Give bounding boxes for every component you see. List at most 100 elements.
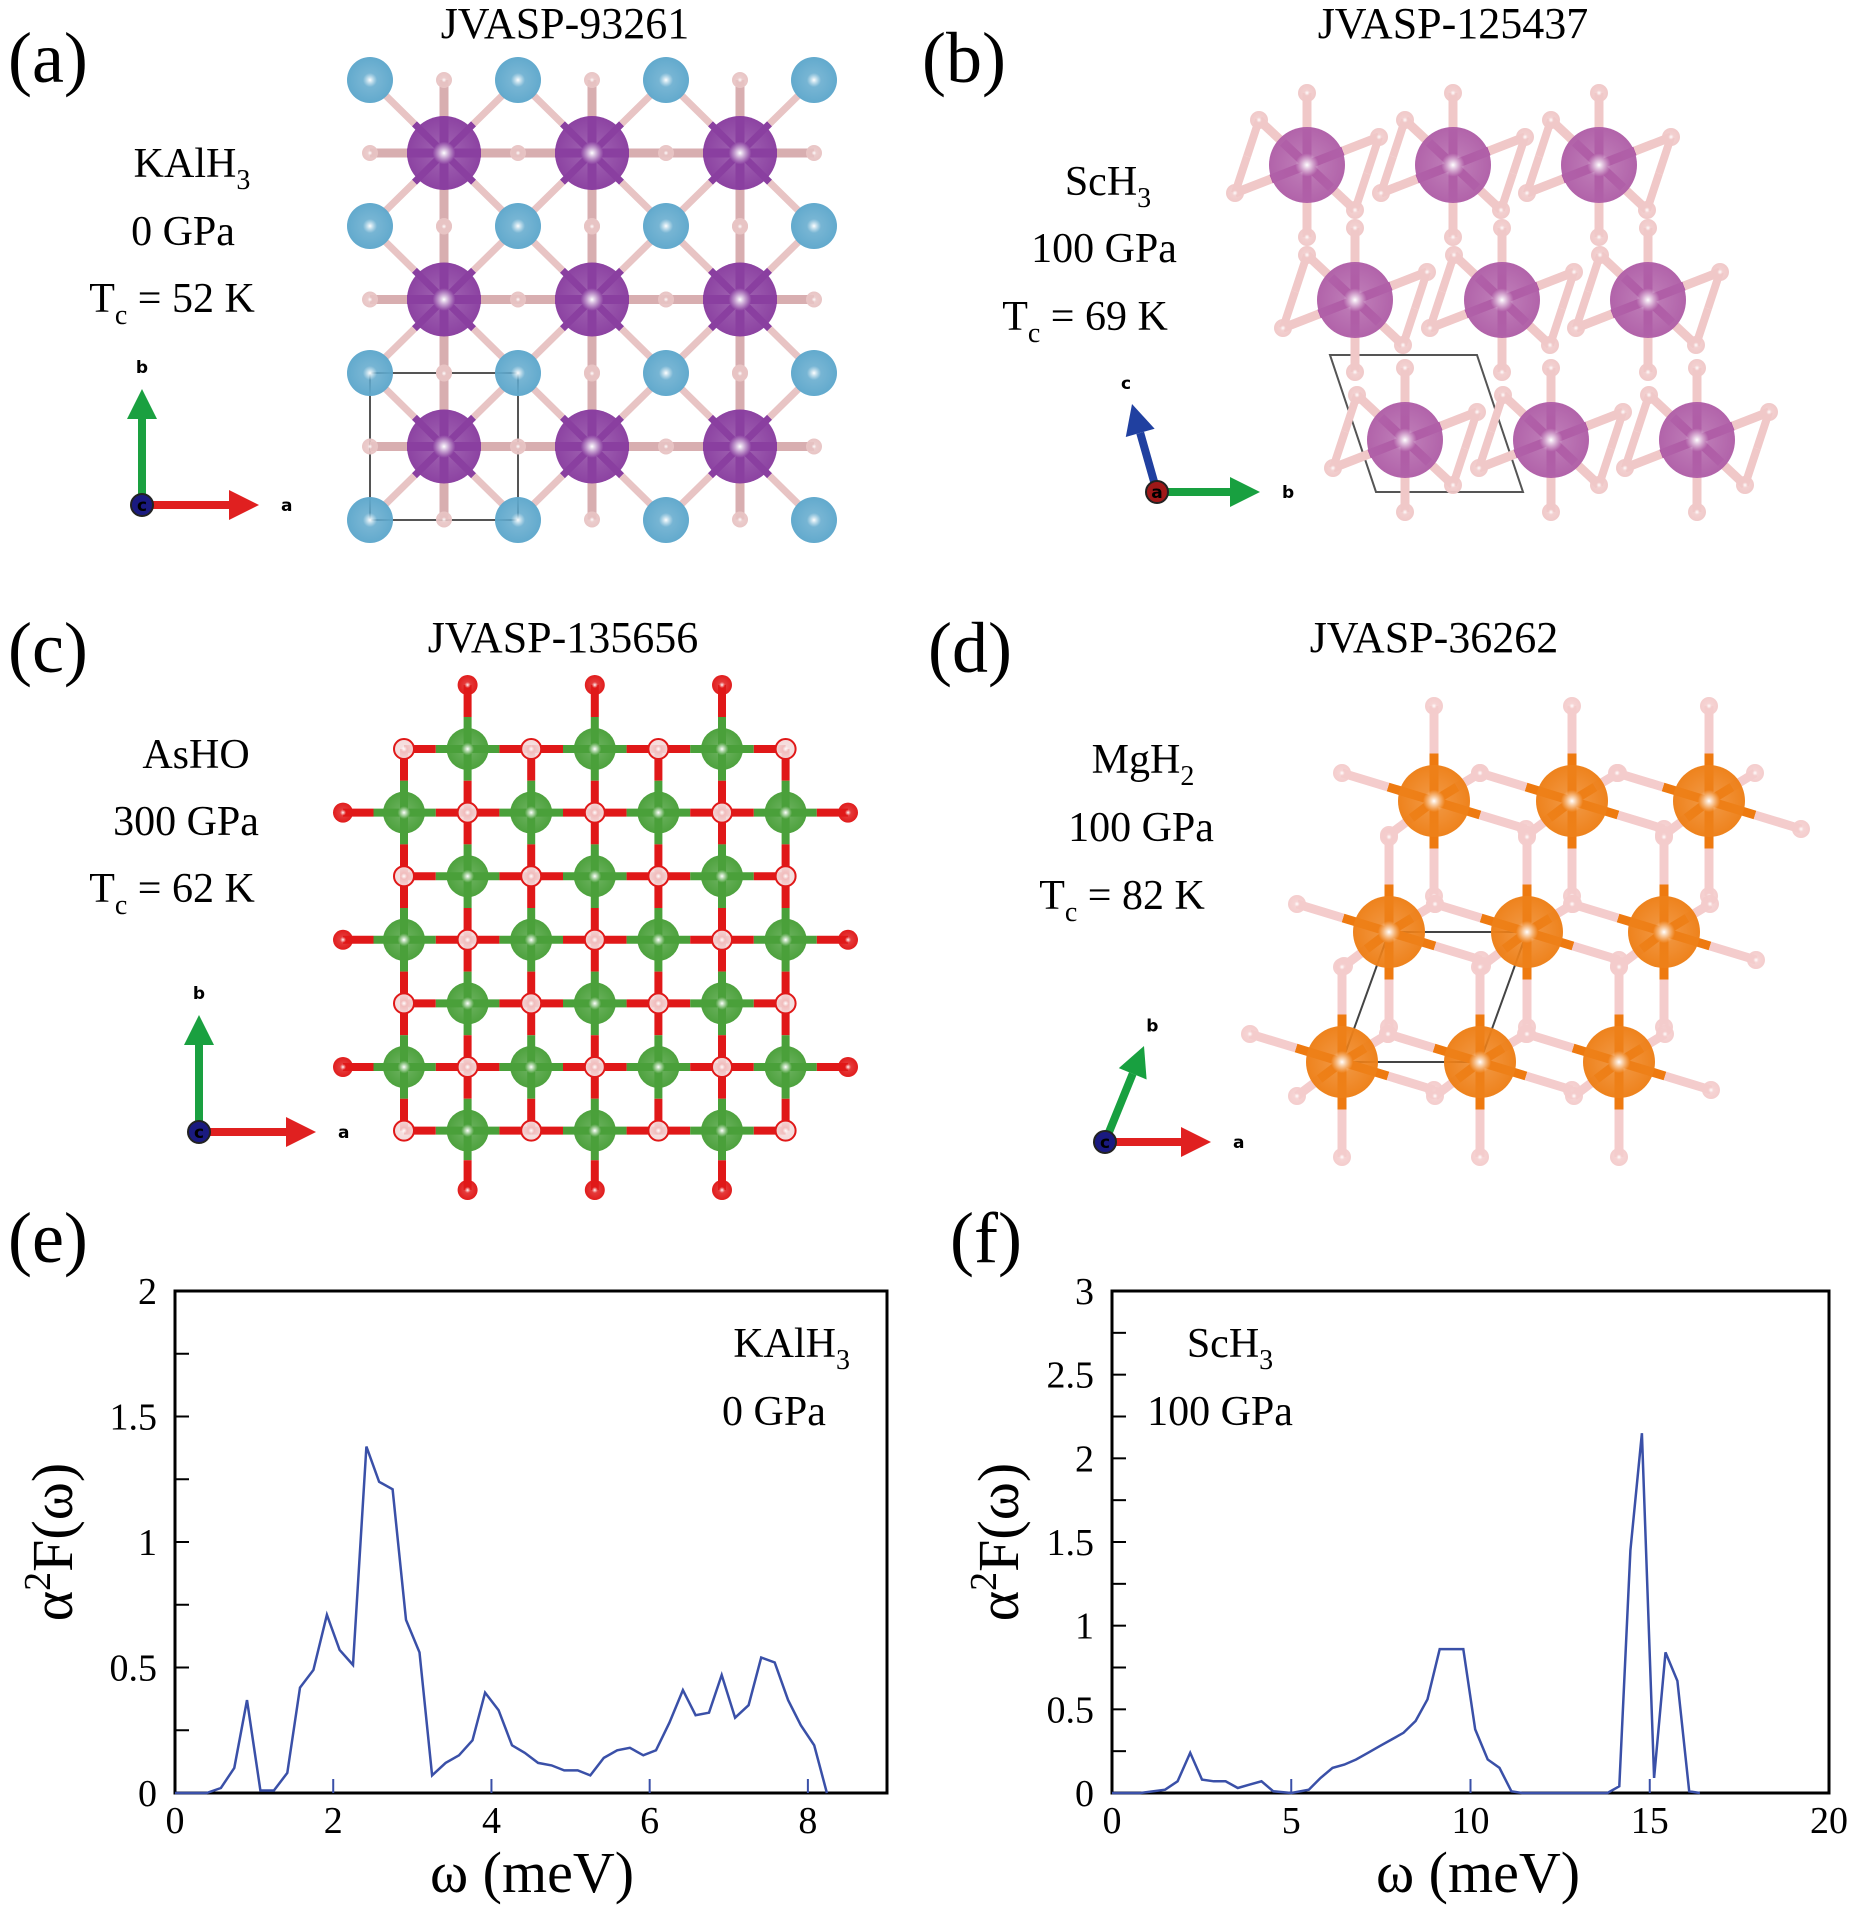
h-atom [1702,1081,1720,1099]
bond [767,179,802,214]
up-axis-arrow-arrowhead [184,1015,214,1045]
bond [471,473,506,508]
as-atom [573,982,616,1025]
y-tick-label: 2.5 [1047,1355,1095,1397]
as-atom [701,855,743,898]
sc-atom [1317,262,1393,338]
formula: MgH2 [1092,737,1195,792]
h-atom [510,291,526,308]
pressure: 300 GPa [113,799,259,845]
h-atom [1563,697,1581,715]
chart-f: (f) 0 0.5 1 1.5 2 2.5 3 0 5 10 15 20 ScH3 100 GPa ω… [950,1198,1848,1905]
as-atom [764,918,807,961]
bond [530,385,565,420]
h-atom [1426,895,1444,913]
up-axis-label: b [136,358,148,378]
crystal-structure-asho [333,675,858,1200]
origin-axis-dot [130,493,154,517]
h-atom [806,291,822,308]
mg-atom [1444,1026,1516,1098]
o-atom [333,1057,353,1077]
k-atom [495,57,541,103]
h-atom [1542,111,1560,129]
as-atom [573,855,616,898]
mg-atom [1398,765,1470,837]
h-atom [1298,246,1316,264]
y-tick-label: 0 [138,1773,157,1815]
k-atom [643,57,689,103]
h-atom [1639,363,1657,381]
bond [382,179,417,214]
h-atom [456,928,479,951]
bond [619,92,654,127]
h-atom [1610,1148,1628,1166]
as-atom [701,982,743,1025]
h-atom [1688,503,1706,521]
h-atom [1563,895,1581,913]
h-atom [1471,1148,1489,1166]
lattice-axes-indicator: c b a [1093,1017,1244,1157]
mg-atom [1306,1026,1378,1098]
structure-id: JVASP-36262 [1310,613,1559,662]
bond [471,326,506,361]
pressure: 100 GPa [1068,805,1214,851]
o-atom [457,1180,478,1200]
h-atom [1638,201,1656,219]
h-atom [1493,219,1511,237]
h-atom [1241,1025,1259,1043]
h-atom [510,438,526,455]
h-atom [732,72,748,88]
bond [619,385,654,420]
h-atom [1656,1025,1674,1043]
bond [767,385,802,420]
as-atom [446,728,489,770]
sc-atom [1415,127,1491,203]
x-tick-label: 0 [166,1800,185,1842]
h-atom [1640,386,1658,404]
h-atom [732,511,748,528]
origin-axis-label: c [137,496,147,516]
h-atom [393,1119,415,1142]
k-atom [643,497,689,543]
h-atom [1590,84,1608,102]
h-atom [520,1119,543,1142]
h-atom [1542,503,1560,521]
h-atom [1760,403,1778,421]
panel-letter: (d) [928,608,1012,688]
unit-cell [1328,354,1525,493]
as-atom [637,1046,680,1088]
mg-atom [1583,1026,1655,1098]
bond [678,326,713,361]
o-atom [712,1180,732,1200]
h-atom [583,1056,606,1078]
h-atom [711,801,733,824]
h-atom [1396,111,1414,129]
h-atom [647,992,670,1015]
k-atom [495,350,541,396]
h-atom [1614,403,1632,421]
h-atom [436,511,452,528]
crystal-structure-sch3 [1226,84,1778,521]
h-atom [1701,895,1719,913]
sc-atom [1513,402,1589,478]
h-atom [1700,697,1718,715]
h-atom [1591,246,1609,264]
h-atom [1372,184,1390,202]
h-atom [584,72,600,88]
h-atom [1288,895,1306,913]
al-atom [703,262,777,337]
h-atom [1736,476,1754,494]
bond [382,473,417,508]
up-axis-label: c [1121,374,1131,394]
h-atom [774,1119,797,1142]
panel-c: (c) JVASP-135656 AsHO 300 GPa Tc = 62 K … [8,608,858,1200]
al-atom [407,262,481,337]
h-atom [1792,820,1810,838]
y-axis-label: α2F(ω) [17,1463,85,1621]
y-tick-label: 0.5 [1047,1689,1095,1731]
sc-atom [1610,262,1686,338]
bond [619,238,654,273]
up-axis-arrow-arrowhead [1118,1046,1147,1080]
h-atom [1298,228,1316,246]
